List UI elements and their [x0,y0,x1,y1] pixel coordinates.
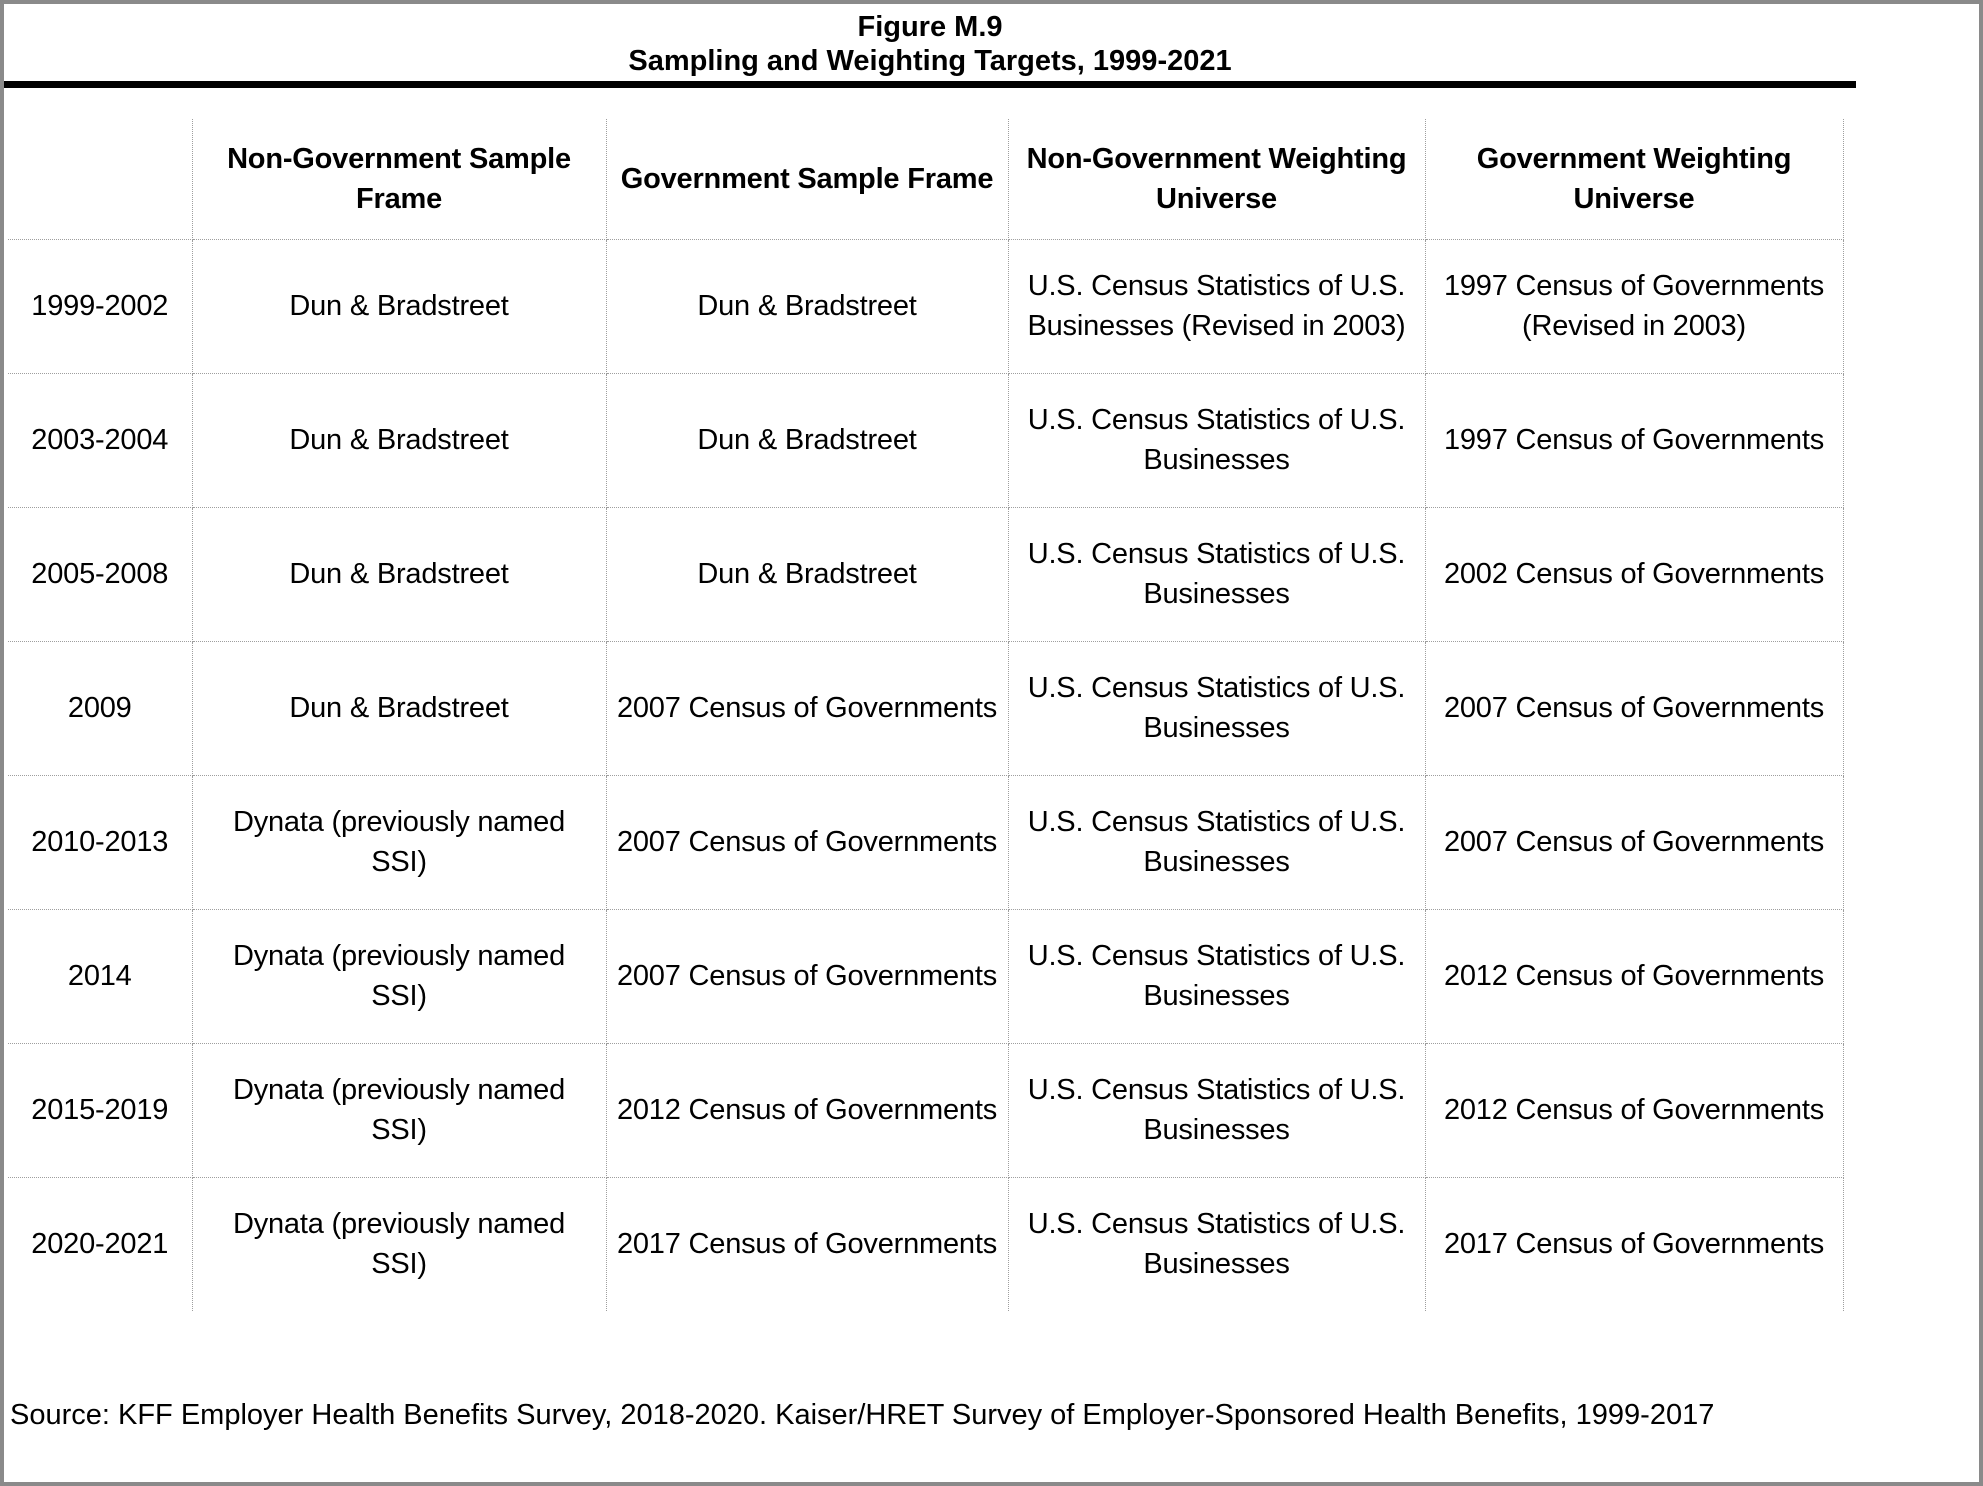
cell-non-gov-sample-frame: Dynata (previously named SSI) [192,1043,607,1178]
col-header-non-gov-sample-frame: Non-Government Sample Frame [192,119,607,240]
cell-gov-sample-frame: 2007 Census of Governments [606,909,1009,1044]
sampling-weighting-table: Non-Government Sample Frame Government S… [8,119,1844,1311]
table-row: 1999-2002 Dun & Bradstreet Dun & Bradstr… [8,239,1844,374]
cell-non-gov-weighting-universe: U.S. Census Statistics of U.S. Businesse… [1008,775,1426,910]
cell-period: 2015-2019 [8,1043,193,1178]
cell-non-gov-weighting-universe: U.S. Census Statistics of U.S. Businesse… [1008,239,1426,374]
cell-gov-weighting-universe: 2002 Census of Governments [1425,507,1844,642]
cell-gov-sample-frame: 2012 Census of Governments [606,1043,1009,1178]
cell-gov-weighting-universe: 2007 Census of Governments [1425,641,1844,776]
figure-title: Sampling and Weighting Targets, 1999-202… [628,45,1232,77]
title-divider [4,81,1856,88]
cell-non-gov-weighting-universe: U.S. Census Statistics of U.S. Businesse… [1008,507,1426,642]
cell-non-gov-sample-frame: Dynata (previously named SSI) [192,775,607,910]
cell-gov-sample-frame: 2007 Census of Governments [606,641,1009,776]
cell-gov-sample-frame: Dun & Bradstreet [606,373,1009,508]
cell-period: 1999-2002 [8,239,193,374]
cell-non-gov-sample-frame: Dun & Bradstreet [192,373,607,508]
cell-period: 2020-2021 [8,1177,193,1311]
table-row: 2005-2008 Dun & Bradstreet Dun & Bradstr… [8,507,1844,642]
cell-gov-sample-frame: Dun & Bradstreet [606,239,1009,374]
table-row: 2014 Dynata (previously named SSI) 2007 … [8,909,1844,1044]
cell-non-gov-sample-frame: Dun & Bradstreet [192,507,607,642]
table-row: 2009 Dun & Bradstreet 2007 Census of Gov… [8,641,1844,776]
cell-gov-weighting-universe: 2007 Census of Governments [1425,775,1844,910]
col-header-gov-weighting-universe: Government Weighting Universe [1425,119,1844,240]
cell-non-gov-sample-frame: Dun & Bradstreet [192,641,607,776]
cell-gov-sample-frame: 2017 Census of Governments [606,1177,1009,1311]
cell-gov-weighting-universe: 2012 Census of Governments [1425,909,1844,1044]
cell-non-gov-weighting-universe: U.S. Census Statistics of U.S. Businesse… [1008,1177,1426,1311]
cell-non-gov-sample-frame: Dun & Bradstreet [192,239,607,374]
col-header-gov-sample-frame: Government Sample Frame [606,119,1009,240]
cell-period: 2005-2008 [8,507,193,642]
cell-period: 2003-2004 [8,373,193,508]
cell-gov-weighting-universe: 1997 Census of Governments (Revised in 2… [1425,239,1844,374]
cell-period: 2010-2013 [8,775,193,910]
cell-period: 2009 [8,641,193,776]
cell-gov-sample-frame: 2007 Census of Governments [606,775,1009,910]
col-header-non-gov-weighting-universe: Non-Government Weighting Universe [1008,119,1426,240]
cell-non-gov-sample-frame: Dynata (previously named SSI) [192,1177,607,1311]
cell-period: 2014 [8,909,193,1044]
cell-non-gov-sample-frame: Dynata (previously named SSI) [192,909,607,1044]
table-row: 2020-2021 Dynata (previously named SSI) … [8,1177,1844,1311]
cell-non-gov-weighting-universe: U.S. Census Statistics of U.S. Businesse… [1008,373,1426,508]
table-row: 2015-2019 Dynata (previously named SSI) … [8,1043,1844,1178]
cell-non-gov-weighting-universe: U.S. Census Statistics of U.S. Businesse… [1008,641,1426,776]
cell-gov-weighting-universe: 1997 Census of Governments [1425,373,1844,508]
header-row: Non-Government Sample Frame Government S… [8,119,1844,240]
figure-number: Figure M.9 [857,11,1003,43]
source-note: Source: KFF Employer Health Benefits Sur… [10,1399,1715,1431]
cell-non-gov-weighting-universe: U.S. Census Statistics of U.S. Businesse… [1008,1043,1426,1178]
table-row: 2003-2004 Dun & Bradstreet Dun & Bradstr… [8,373,1844,508]
cell-gov-weighting-universe: 2017 Census of Governments [1425,1177,1844,1311]
figure-title-block: Figure M.9 Sampling and Weighting Target… [4,4,1856,78]
cell-gov-sample-frame: Dun & Bradstreet [606,507,1009,642]
table-row: 2010-2013 Dynata (previously named SSI) … [8,775,1844,910]
cell-gov-weighting-universe: 2012 Census of Governments [1425,1043,1844,1178]
col-header-period [8,119,193,240]
cell-non-gov-weighting-universe: U.S. Census Statistics of U.S. Businesse… [1008,909,1426,1044]
